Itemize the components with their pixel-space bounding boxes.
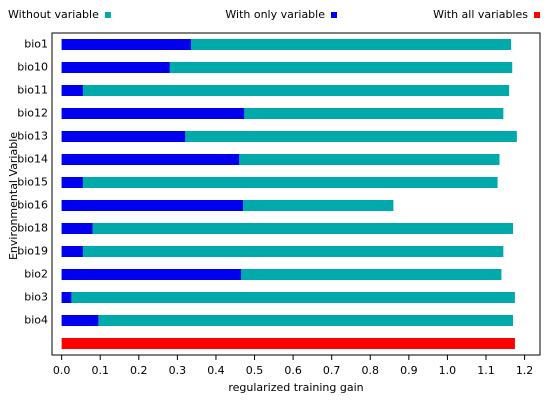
plot-frame [51,32,541,356]
x-tick-label: 0.7 [323,364,341,377]
x-tick-label: 0.2 [130,364,148,377]
x-tick-label: 0.9 [400,364,418,377]
x-tick-label: 0.3 [169,364,187,377]
x-tick-label: 0.8 [362,364,380,377]
y-tick-label: bio11 [17,84,48,97]
legend-swatch [104,12,111,18]
y-tick-label: bio15 [17,176,48,189]
bar [61,131,517,142]
bar [61,154,240,165]
y-tick-label: bio12 [17,107,48,120]
bar [61,269,242,280]
bar [61,292,515,303]
bar [61,200,243,211]
y-tick-label: bio13 [17,130,48,143]
x-tick-label: 0.5 [246,364,264,377]
legend-swatch [331,12,337,18]
bar [61,39,191,50]
bar [61,246,83,257]
y-tick-label: bio14 [17,153,48,166]
bar [61,315,513,326]
x-tick-label: 0.6 [284,364,302,377]
bar [61,39,512,50]
x-tick-label: 0.4 [207,364,225,377]
bar [61,246,504,257]
bar [61,269,502,280]
bar [61,108,504,119]
bar [61,223,513,234]
bar [61,85,510,96]
legend-label: Without variable [8,8,99,21]
bar [61,154,500,165]
y-tick-label: bio18 [17,222,48,235]
legend-swatch [534,12,540,18]
bar [61,62,513,73]
y-tick-label: bio16 [17,199,48,212]
x-tick-label: 1.2 [516,364,534,377]
bar [61,292,72,303]
legend-label: With all variables [433,8,528,21]
y-tick-label: bio19 [17,245,48,258]
bar [61,223,93,234]
x-tick-label: 0.1 [91,364,109,377]
bar [61,131,186,142]
x-tick-label: 1.0 [439,364,457,377]
y-tick-label: bio1 [24,38,48,51]
bar [61,315,99,326]
x-tick-label: 0.0 [53,364,71,377]
y-tick-label: bio3 [24,291,48,304]
x-axis-label: regularized training gain [228,381,363,394]
bar [61,177,83,188]
bar [61,177,498,188]
bar [61,85,83,96]
legend-label: With only variable [225,8,325,21]
bar [61,338,515,349]
x-tick-label: 1.1 [477,364,495,377]
y-tick-label: bio4 [24,314,48,327]
y-tick-label: bio2 [24,268,48,281]
y-axis-label: Environmental Variable [7,132,20,260]
y-tick-label: bio10 [17,61,48,74]
bar [61,108,245,119]
bar [61,62,170,73]
